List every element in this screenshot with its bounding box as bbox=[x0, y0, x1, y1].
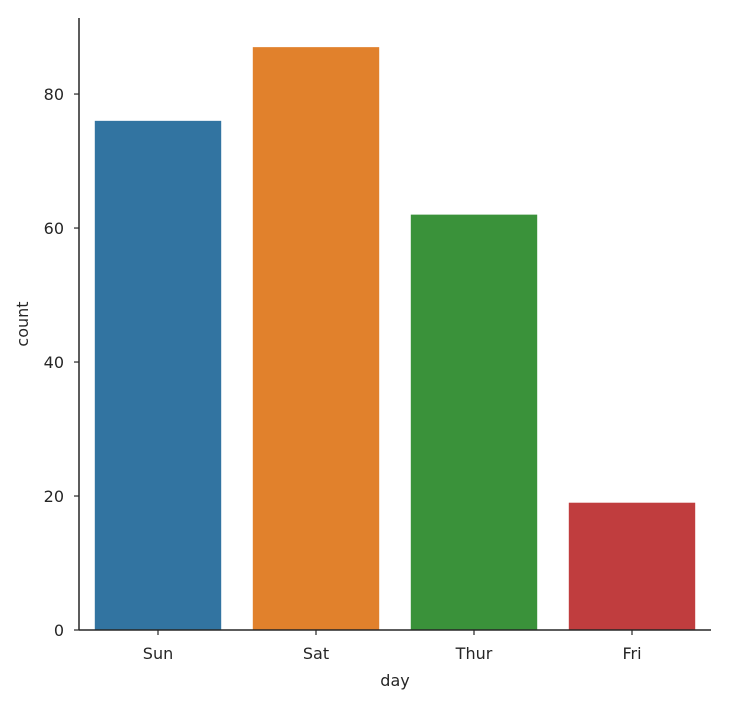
x-tick-label: Sat bbox=[303, 644, 329, 663]
y-tick-label: 40 bbox=[44, 353, 64, 372]
bar-sun bbox=[94, 120, 222, 631]
bars bbox=[94, 47, 696, 631]
y-tick-label: 60 bbox=[44, 219, 64, 238]
y-axis-label: count bbox=[13, 301, 32, 346]
bar-sat bbox=[252, 47, 380, 630]
x-axis-ticks: Sun Sat Thur Fri bbox=[143, 630, 642, 663]
x-axis-label: day bbox=[380, 671, 409, 690]
x-tick-label: Sun bbox=[143, 644, 173, 663]
y-axis-ticks: 0 20 40 60 80 bbox=[44, 85, 79, 640]
y-tick-label: 0 bbox=[54, 621, 64, 640]
x-tick-label: Fri bbox=[622, 644, 641, 663]
bar-fri bbox=[568, 502, 696, 630]
y-tick-label: 80 bbox=[44, 85, 64, 104]
bar-thur bbox=[410, 214, 538, 630]
x-tick-label: Thur bbox=[455, 644, 493, 663]
y-tick-label: 20 bbox=[44, 487, 64, 506]
